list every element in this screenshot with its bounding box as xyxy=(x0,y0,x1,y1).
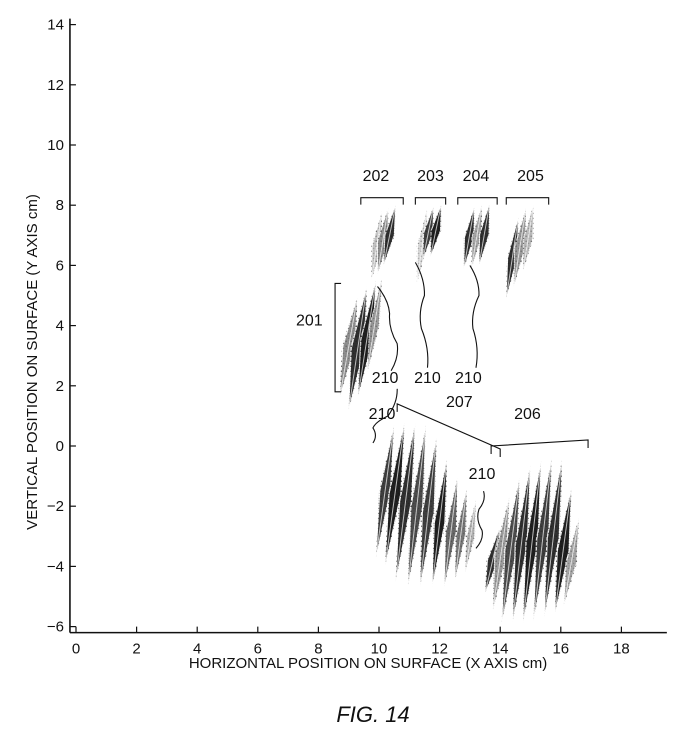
figure-caption: FIG. 14 xyxy=(336,702,409,727)
bracket-202 xyxy=(361,198,403,205)
y-tick-label: 10 xyxy=(47,137,64,154)
region-206-strokes xyxy=(485,458,579,624)
x-tick-label: 2 xyxy=(132,641,140,658)
region-label: 202 xyxy=(363,168,390,185)
region-label: 207 xyxy=(446,394,473,411)
annotation-label: 210 xyxy=(414,370,441,387)
x-axis-ticks: 024681012141618 xyxy=(72,627,630,658)
leader-line xyxy=(476,491,484,548)
bracket-203 xyxy=(415,198,445,205)
y-tick-label: 14 xyxy=(47,17,64,34)
reference-labels: 201 202 203 204 205 207 206 210 210 210 210 210 xyxy=(296,168,544,483)
region-205-strokes xyxy=(506,205,533,298)
annotation-label: 210 xyxy=(455,370,482,387)
annotation-label: 210 xyxy=(469,466,496,483)
region-label: 201 xyxy=(296,313,323,330)
y-axis-title: VERTICAL POSITION ON SURFACE (Y AXIS cm) xyxy=(24,194,41,530)
leader-line xyxy=(470,265,479,367)
y-tick-label: −2 xyxy=(47,498,64,515)
y-tick-label: 0 xyxy=(56,438,64,455)
region-label: 205 xyxy=(517,168,544,185)
region-202-strokes xyxy=(371,205,395,280)
x-tick-label: 18 xyxy=(613,641,630,658)
region-201-strokes xyxy=(340,277,382,409)
bracket-206 xyxy=(491,440,588,454)
region-label: 206 xyxy=(514,406,541,423)
annotation-label: 210 xyxy=(369,406,396,423)
x-tick-label: 16 xyxy=(552,641,569,658)
y-tick-label: 2 xyxy=(56,378,64,395)
annotation-label: 210 xyxy=(372,370,399,387)
bracket-204 xyxy=(458,198,497,205)
y-tick-label: −6 xyxy=(47,619,64,636)
region-label: 203 xyxy=(417,168,444,185)
x-tick-label: 0 xyxy=(72,641,80,658)
y-tick-label: 12 xyxy=(47,77,64,94)
y-tick-label: 8 xyxy=(56,197,64,214)
y-tick-label: 6 xyxy=(56,257,64,274)
region-label: 204 xyxy=(463,168,490,185)
bracket-205 xyxy=(506,198,548,205)
region-204-strokes xyxy=(464,204,490,269)
y-axis-ticks: −6 −4 −2 0 2 4 6 8 10 12 14 xyxy=(47,17,76,636)
x-axis-title: HORIZONTAL POSITION ON SURFACE (X AXIS c… xyxy=(189,655,547,672)
region-207-strokes xyxy=(376,422,476,588)
y-tick-label: 4 xyxy=(56,318,64,335)
bracket-201 xyxy=(335,283,341,391)
y-tick-label: −4 xyxy=(47,558,64,575)
